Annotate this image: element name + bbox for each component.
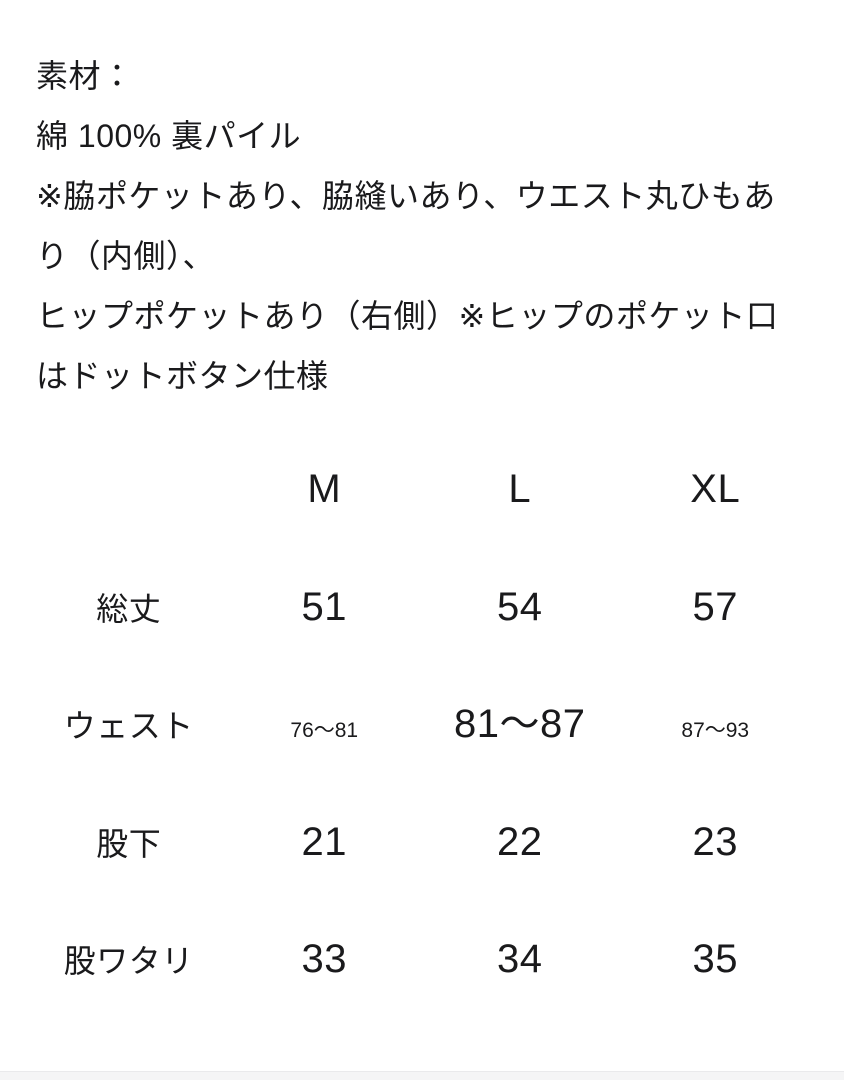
- column-header-m: M: [307, 467, 342, 511]
- column-header-xl: XL: [690, 467, 741, 511]
- cell-value: 81〜87: [454, 702, 586, 746]
- row-label: 総丈: [96, 590, 162, 627]
- table-row-inseam: 股下 21 22 23: [31, 784, 813, 902]
- material-description: 素材： 綿 100% 裏パイル ※脇ポケットあり、脇縫いあり、ウエスト丸ひもあ …: [36, 46, 778, 406]
- table-row-waist: ウェスト 76〜81 81〜87 87〜93: [31, 666, 813, 784]
- cell-value: 35: [692, 937, 738, 981]
- next-section-divider: [0, 1071, 844, 1080]
- cell-value: 87〜93: [681, 719, 750, 742]
- material-label: 素材：: [36, 58, 134, 94]
- cell-value: 22: [497, 819, 543, 864]
- cell-value: 51: [301, 584, 347, 629]
- cell-value: 34: [497, 937, 543, 981]
- row-label: 股ワタリ: [63, 943, 194, 979]
- cell-value: 21: [301, 819, 347, 864]
- feature-note-line-4: はドットボタン仕様: [36, 358, 329, 394]
- cell-value: 57: [692, 584, 738, 629]
- row-label: ウェスト: [63, 708, 194, 744]
- size-table-header-row: M L XL: [31, 431, 813, 549]
- table-row-thigh-width: 股ワタリ 33 34 35: [31, 901, 813, 1019]
- feature-note-line-2: り（内側）、: [36, 238, 216, 274]
- cell-value: 76〜81: [290, 719, 359, 742]
- material-text: 綿 100% 裏パイル: [36, 118, 302, 154]
- feature-note-line-1: ※脇ポケットあり、脇縫いあり、ウエスト丸ひもあ: [36, 178, 776, 214]
- cell-value: 54: [497, 584, 543, 629]
- column-header-l: L: [508, 467, 532, 511]
- size-table: M L XL 総丈 51 54 57 ウェスト 76〜81 81〜87 87〜93 股下 21 22…: [31, 431, 813, 1019]
- cell-value: 23: [692, 819, 738, 864]
- feature-note-line-3: ヒップポケットあり（右側）※ヒップのポケット口: [36, 298, 779, 334]
- row-label: 股下: [96, 825, 162, 862]
- cell-value: 33: [301, 937, 347, 981]
- table-row-total-length: 総丈 51 54 57: [31, 549, 813, 667]
